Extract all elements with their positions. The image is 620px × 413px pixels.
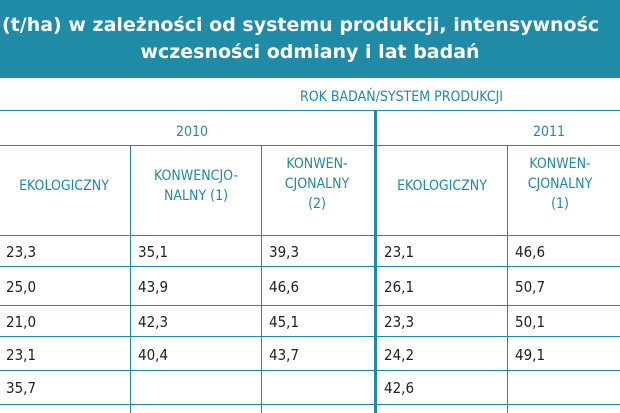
year-2010-header: 2010: [176, 124, 209, 140]
row-divider: [0, 266, 620, 267]
table-cell: 23,1: [384, 243, 415, 261]
table-cell: 35,7: [6, 379, 37, 397]
table-cell: 35,1: [138, 243, 169, 261]
row-divider: [0, 404, 620, 405]
column-head-konwencjonalny-1-2010: KONWENCJO- NALNY (1): [153, 168, 238, 204]
table-cell: 23,3: [384, 313, 415, 331]
table-cell: 39,3: [269, 243, 300, 261]
table-title-line-2: wczesności odmiany i lat badań: [140, 41, 480, 63]
table-cell: 21,0: [6, 313, 37, 331]
year-divider: [374, 110, 377, 413]
table-cell: 46,6: [269, 278, 300, 296]
table-cell: 49,1: [515, 346, 546, 364]
row-divider: [0, 370, 620, 371]
table-cell: 23,3: [6, 243, 37, 261]
header-bottom-rule: [0, 235, 620, 236]
table-title-line-1: (t/ha) w zależności od systemu produkcji…: [2, 14, 600, 36]
table-title-band: (t/ha) w zależności od systemu produkcji…: [0, 0, 620, 78]
row-divider: [0, 305, 620, 306]
table-cell: 40,4: [138, 346, 169, 364]
table-cell: 45,1: [269, 313, 300, 331]
table-cell: 25,0: [6, 278, 37, 296]
table-cell: 46,6: [515, 243, 546, 261]
table-cell: 43,7: [269, 346, 300, 364]
year-2011-header: 2011: [533, 124, 566, 140]
table-cell: 26,1: [384, 278, 415, 296]
year-header-rule: [0, 145, 620, 146]
column-divider: [507, 146, 508, 413]
column-head-konwencjonalny-1-2011: KONWEN- CJONALNY (1): [527, 156, 593, 212]
table-cell: 42,6: [384, 379, 415, 397]
table-cell: 50,7: [515, 278, 546, 296]
row-divider: [0, 336, 620, 337]
table-cell: 23,1: [6, 346, 37, 364]
table-cell: 24,2: [384, 346, 415, 364]
column-head-konwencjonalny-2-2010: KONWEN- CJONALNY (2): [284, 156, 350, 212]
column-head-ekologiczny-2010: EKOLOGICZNY: [19, 178, 109, 194]
table-cell: 50,1: [515, 313, 546, 331]
table-cell: 43,9: [138, 278, 169, 296]
column-divider: [130, 146, 131, 413]
group-header-rule: [0, 110, 620, 111]
column-head-ekologiczny-2011: EKOLOGICZNY: [397, 178, 487, 194]
group-header: ROK BADAŃ/SYSTEM PRODUKCJI: [300, 89, 503, 105]
table-cell: 42,3: [138, 313, 169, 331]
column-divider: [261, 146, 262, 413]
